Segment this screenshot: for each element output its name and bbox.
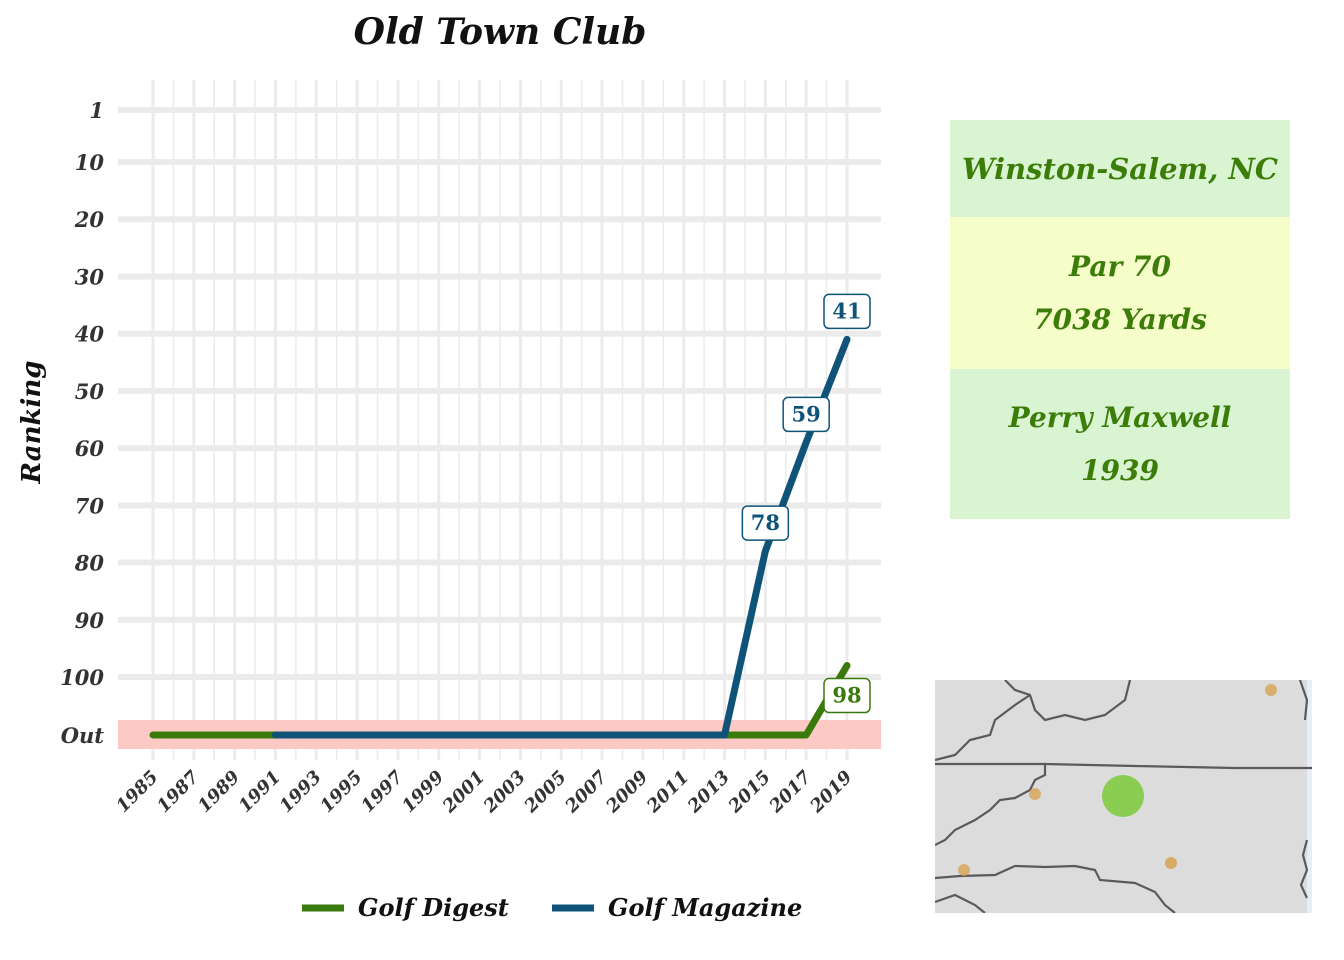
x-tick-label: 1987 (153, 766, 204, 817)
y-axis-label: Ranking (17, 361, 47, 485)
y-tick-label: 60 (75, 436, 105, 461)
data-label-box (823, 677, 871, 714)
data-label-text: 41 (832, 298, 861, 323)
legend-item: Golf Digest (302, 893, 509, 922)
y-axis-ticks: 1 10 20 30 40 50 60 70 80 90 100 Out (60, 98, 104, 748)
x-tick-label: 1995 (316, 767, 366, 817)
y-tick-label: Out (61, 723, 105, 748)
year-text: 1939 (1081, 454, 1159, 487)
y-tick-label: 30 (75, 264, 105, 289)
x-tick-label: 2011 (642, 767, 693, 818)
course-marker (1165, 857, 1177, 869)
y-tick-label: 10 (75, 150, 105, 175)
x-tick-label: 2001 (438, 767, 489, 818)
y-tick-label: 40 (75, 322, 105, 347)
map-ocean (1307, 680, 1312, 913)
x-tick-label: 2003 (479, 767, 530, 818)
yards-text: 7038 Yards (1033, 303, 1207, 336)
x-tick-label: 1991 (235, 767, 285, 817)
x-axis-ticks: 1985198719891991199319951997199920012003… (112, 766, 857, 817)
grid (118, 80, 881, 760)
architect-box: Perry Maxwell 1939 (950, 369, 1290, 519)
y-tick-label: 90 (75, 608, 105, 633)
course-info-panel: Winston-Salem, NC Par 70 7038 Yards Perr… (950, 120, 1290, 519)
x-tick-label: 2005 (520, 767, 571, 818)
y-tick-label: 80 (74, 551, 105, 576)
this-course-marker (1102, 775, 1144, 817)
par-text: Par 70 (1069, 250, 1171, 283)
data-label-text: 98 (832, 683, 861, 708)
course-marker (1265, 684, 1277, 696)
data-label: 59 (782, 396, 830, 433)
x-tick-label: 1985 (112, 767, 162, 817)
data-labels: 98 78 59 41 (741, 293, 871, 714)
legend-label: Golf Magazine (608, 893, 802, 922)
x-tick-label: 1999 (398, 766, 449, 817)
data-label: 98 (823, 677, 871, 714)
x-tick-label: 2015 (724, 767, 775, 818)
course-marker (958, 864, 970, 876)
data-label: 41 (823, 293, 871, 330)
x-tick-label: 2013 (683, 767, 734, 818)
legend-label: Golf Digest (358, 893, 509, 922)
x-tick-label: 2019 (806, 766, 857, 817)
par-yards-box: Par 70 7038 Yards (950, 217, 1290, 369)
map-svg (935, 680, 1312, 913)
y-tick-label: 70 (75, 493, 105, 518)
x-tick-label: 1989 (194, 766, 245, 817)
architect-text: Perry Maxwell (1008, 401, 1232, 434)
y-tick-label: 20 (74, 207, 105, 232)
legend: Golf Digest Golf Magazine (302, 893, 802, 922)
x-tick-label: 2007 (561, 766, 612, 817)
data-label-box (823, 293, 871, 330)
state-borders (935, 680, 1312, 913)
x-tick-label: 2017 (765, 766, 816, 817)
legend-item: Golf Magazine (552, 893, 802, 922)
data-label-text: 78 (751, 510, 780, 535)
ranking-chart: Old Town Club 98 78 59 41 1 10 20 30 40 50 60 70 80… (17, 11, 881, 922)
data-label-box (741, 505, 790, 541)
course-marker (1029, 788, 1041, 800)
data-label-text: 59 (792, 401, 821, 426)
x-tick-label: 1997 (357, 766, 408, 817)
x-tick-label: 1993 (276, 767, 326, 817)
data-label: 78 (741, 505, 790, 541)
x-tick-label: 2009 (601, 766, 652, 817)
y-tick-label: 100 (60, 665, 104, 690)
data-label-box (782, 396, 830, 433)
y-tick-label: 1 (89, 98, 104, 123)
y-tick-label: 50 (75, 379, 105, 404)
location-map (935, 680, 1312, 913)
location-box: Winston-Salem, NC (950, 120, 1290, 217)
chart-title: Old Town Club (354, 11, 647, 53)
location-text: Winston-Salem, NC (961, 151, 1278, 186)
